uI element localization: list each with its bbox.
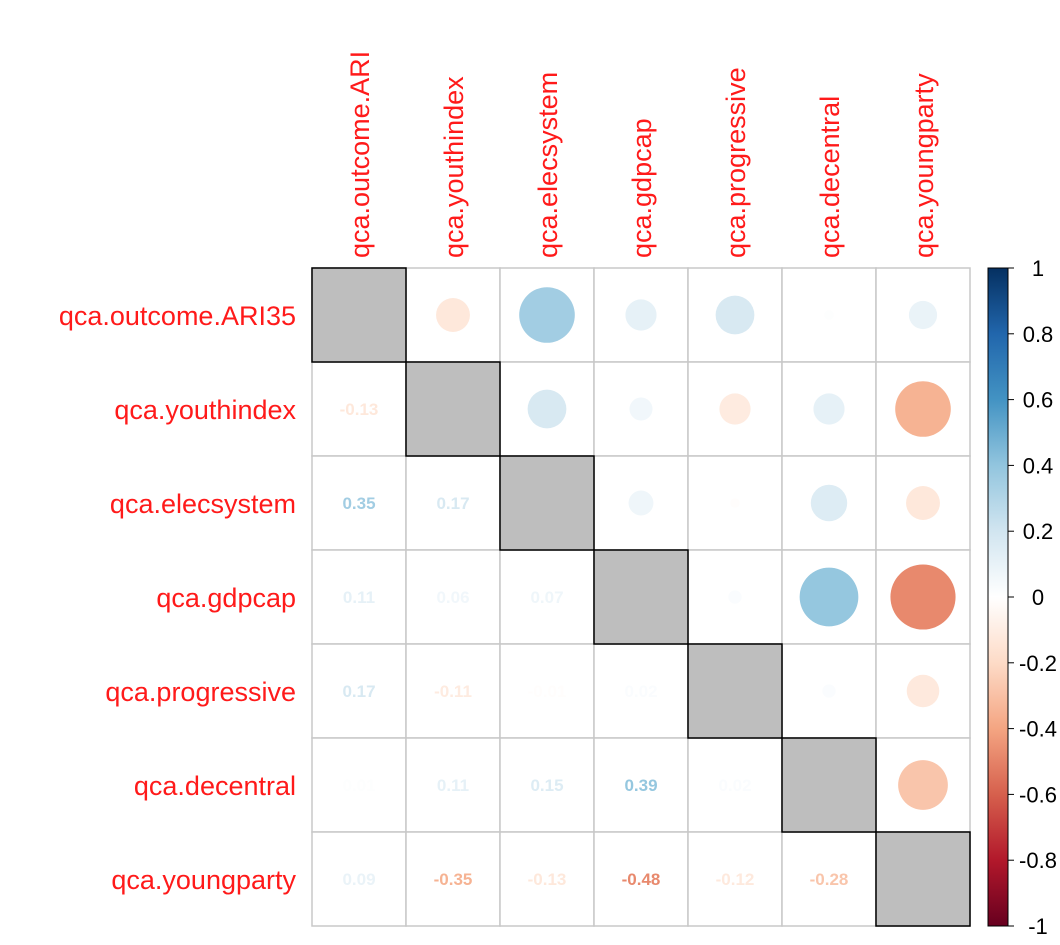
corr-value: -0.11 xyxy=(434,682,472,701)
row-label: qca.youthindex xyxy=(114,395,296,425)
grid-cell xyxy=(311,831,407,927)
corr-circle xyxy=(715,295,755,335)
corr-circle xyxy=(436,298,470,332)
corr-circle xyxy=(908,300,938,330)
column-label: qca.elecsystem xyxy=(533,72,563,258)
colorbar-tick-label: -0.2 xyxy=(1019,651,1057,676)
column-label: qca.gdpcap xyxy=(627,118,657,258)
row-label: qca.progressive xyxy=(105,677,296,707)
corr-value: 0.06 xyxy=(436,588,469,607)
corr-circle xyxy=(810,484,848,522)
row-label: qca.youngparty xyxy=(111,865,296,895)
cells-layer: -0.13 0.35 0.17 0.11 0.06 0.07 0.17 -0.11 -0.01 0… xyxy=(340,287,956,889)
column-label: qca.progressive xyxy=(721,67,751,258)
corr-circle xyxy=(895,381,951,437)
corr-circle xyxy=(527,389,567,429)
column-label: qca.decentral xyxy=(815,96,845,258)
corr-value: 0.11 xyxy=(343,588,375,607)
grid-cell xyxy=(499,831,595,927)
corr-circle xyxy=(906,486,940,520)
corr-circle xyxy=(898,760,948,810)
colorbar-tick-label: -0.8 xyxy=(1019,848,1057,873)
corr-value: 0.07 xyxy=(530,588,563,607)
diagonal-cell xyxy=(593,549,689,645)
colorbar-tick-label: -0.6 xyxy=(1019,782,1057,807)
corr-circle xyxy=(824,310,834,320)
corr-value: 0.39 xyxy=(624,776,657,795)
corr-value: -0.12 xyxy=(716,870,755,889)
corr-value: -0.35 xyxy=(434,870,473,889)
grid-cell xyxy=(781,831,877,927)
corr-circle xyxy=(890,564,956,630)
corr-value: -0.13 xyxy=(340,400,379,419)
corr-circle xyxy=(906,674,940,708)
grid-cell xyxy=(311,549,407,645)
grid-cell xyxy=(687,737,783,833)
grid-cell xyxy=(405,737,501,833)
corr-value: 0.09 xyxy=(342,870,375,889)
corr-value: 0.17 xyxy=(342,682,375,701)
corr-value: -0.13 xyxy=(528,870,567,889)
grid-cell xyxy=(311,361,407,457)
grid-cell xyxy=(499,643,595,739)
colorbar-gradient xyxy=(987,267,1009,927)
corr-circle xyxy=(822,684,836,698)
colorbar-tick-label: 0.2 xyxy=(1023,519,1054,544)
grid-cell xyxy=(311,643,407,739)
grid-cell xyxy=(687,831,783,927)
column-label: qca.youthindex xyxy=(439,76,469,258)
colorbar-tick-label: -1 xyxy=(1028,914,1048,939)
grid-cell xyxy=(593,831,689,927)
colorbar-tick-label: 1 xyxy=(1032,256,1044,281)
corr-circle xyxy=(629,397,653,421)
corr-circle xyxy=(628,490,654,516)
corr-value: 0.17 xyxy=(436,494,469,513)
diagonal-cell xyxy=(687,643,783,739)
diagonal-cell xyxy=(499,455,595,551)
colorbar-tick-label: 0.8 xyxy=(1023,322,1054,347)
diagonal-layer xyxy=(311,267,971,927)
grid-cell xyxy=(875,361,971,457)
colorbar-tick-label: 0 xyxy=(1032,585,1044,610)
row-label: qca.outcome.ARI35 xyxy=(59,301,296,331)
row-label: qca.gdpcap xyxy=(156,583,296,613)
colorbar-tick-label: 0.6 xyxy=(1023,388,1054,413)
colorbar: 1 0.8 0.6 0.4 0.2 0 -0.2 -0.4 -0.6 -0.8 -1 xyxy=(987,256,1057,939)
corr-value: -0.48 xyxy=(622,870,661,889)
corr-circle xyxy=(730,498,740,508)
colorbar-tick-label: -0.4 xyxy=(1019,717,1057,742)
row-labels: qca.outcome.ARI35 qca.youthindex qca.elecs… xyxy=(59,301,297,895)
corr-circle xyxy=(519,287,575,343)
corr-circle xyxy=(813,393,845,425)
corr-value: 0.01 xyxy=(342,776,375,795)
corr-value: 0.11 xyxy=(437,776,469,795)
corr-circle xyxy=(728,590,742,604)
corr-value: 0.35 xyxy=(342,494,375,513)
corr-value: 0.02 xyxy=(624,682,657,701)
row-label: qca.elecsystem xyxy=(110,489,296,519)
corr-circle xyxy=(719,393,751,425)
corr-value: 0.15 xyxy=(530,776,563,795)
diagonal-cell xyxy=(405,361,501,457)
diagonal-cell xyxy=(781,737,877,833)
column-label: qca.youngparty xyxy=(909,73,939,258)
diagonal-cell xyxy=(311,267,407,363)
corr-value: -0.01 xyxy=(528,682,567,701)
row-label: qca.decentral xyxy=(134,771,296,801)
grid-cell xyxy=(405,549,501,645)
column-labels: qca.outcome.ARI qca.youthindex qca.elecsys… xyxy=(345,51,939,258)
column-label: qca.outcome.ARI xyxy=(345,51,375,258)
diagonal-cell xyxy=(875,831,971,927)
corr-circle xyxy=(799,567,859,627)
corr-value: -0.28 xyxy=(810,870,849,889)
grid-cell xyxy=(311,737,407,833)
colorbar-tick-label: 0.4 xyxy=(1023,453,1054,478)
corr-value: 0.02 xyxy=(718,776,751,795)
grid-cell xyxy=(405,455,501,551)
grid-cell xyxy=(593,737,689,833)
corr-circle xyxy=(625,299,657,331)
